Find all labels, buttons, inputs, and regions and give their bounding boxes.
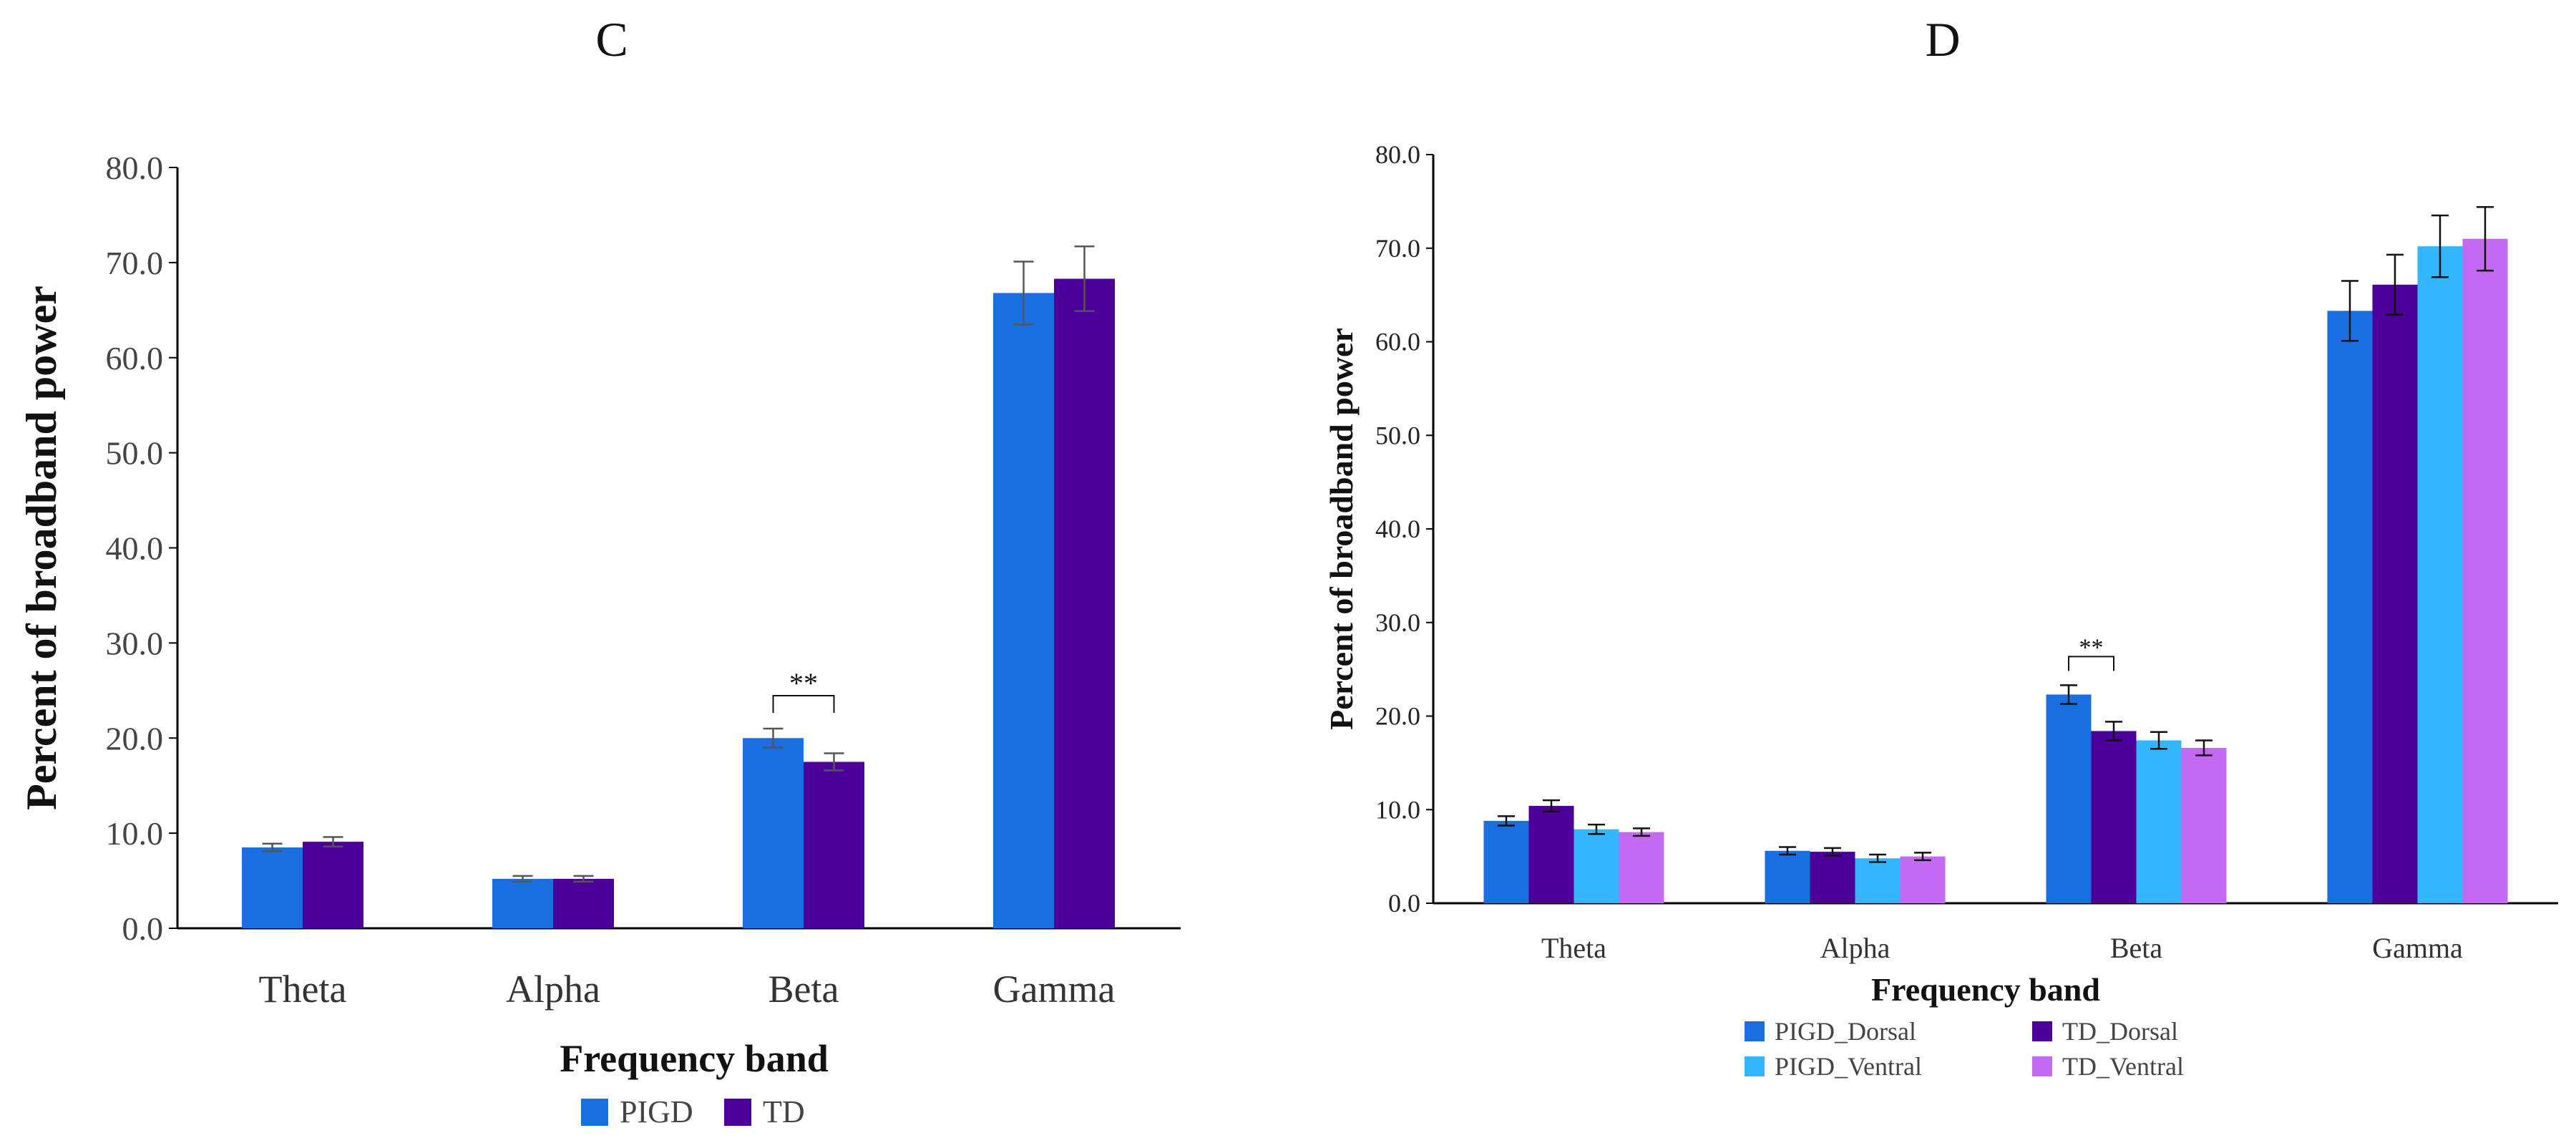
bar-pigd	[743, 738, 804, 928]
legend-swatch	[581, 1099, 608, 1126]
x-tick-label: Theta	[259, 968, 347, 1011]
legend-swatch	[2032, 1021, 2052, 1041]
bar-pigd-dorsal	[2327, 311, 2373, 903]
panel-c: C 0.0 10.0 20.0 30.0 40.0 50.0 60.0 70.0 80.0 Perc…	[18, 12, 1181, 1129]
bar-pigd-dorsal	[1765, 850, 1810, 903]
bar-pigd	[242, 847, 303, 928]
legend-label: PIGD	[620, 1094, 693, 1129]
x-tick-label: Alpha	[506, 968, 600, 1011]
y-tick-label: 40.0	[1375, 515, 1420, 543]
bar-td-dorsal	[1810, 852, 1855, 903]
legend-label: PIGD_Ventral	[1775, 1052, 1922, 1081]
y-tick-label: 80.0	[106, 150, 164, 186]
bar-pigd-ventral	[1855, 858, 1901, 903]
y-tick-label: 20.0	[106, 720, 164, 757]
bar-pigd	[492, 878, 553, 928]
x-axis-label: Frequency band	[1871, 971, 2100, 1008]
bar-td	[553, 878, 614, 928]
significance-marker: **	[789, 667, 818, 699]
legend-swatch	[724, 1099, 751, 1126]
y-tick-label: 80.0	[1375, 140, 1420, 169]
legend-swatch	[2032, 1056, 2052, 1076]
x-tick-label: Beta	[2110, 932, 2163, 964]
y-axis-label: Percent of broadband power	[18, 286, 65, 810]
bar-td	[804, 762, 864, 928]
y-tick-label: 70.0	[106, 245, 164, 281]
significance-marker: **	[2079, 634, 2104, 661]
x-tick-label: Beta	[769, 968, 839, 1011]
y-tick-label: 10.0	[106, 815, 164, 852]
bar-td-ventral	[2462, 238, 2508, 903]
bar-td	[303, 842, 364, 928]
bar-td	[1054, 278, 1115, 928]
y-tick-label: 50.0	[1375, 421, 1420, 449]
x-axis-label: Frequency band	[560, 1037, 829, 1080]
legend-label: TD_Dorsal	[2062, 1017, 2178, 1046]
y-tick-label: 30.0	[1375, 608, 1420, 637]
significance-bracket	[2068, 656, 2114, 671]
bar-td-dorsal	[1528, 806, 1574, 903]
panel-d: D 0.0 10.0 20.0 30.0 40.0 50.0 60.0 70.0 80.0 Perc…	[1323, 12, 2558, 1081]
bar-td-ventral	[1900, 856, 1946, 903]
bar-td-dorsal	[2372, 284, 2418, 903]
legend-swatch	[1745, 1056, 1765, 1076]
x-tick-label: Theta	[1541, 932, 1606, 964]
x-tick-label: Gamma	[993, 968, 1116, 1011]
legend-label: PIGD_Dorsal	[1775, 1017, 1916, 1046]
x-tick-label: Alpha	[1820, 932, 1890, 964]
bar-pigd-dorsal	[1483, 820, 1529, 903]
y-tick-label: 60.0	[1375, 328, 1420, 356]
legend-label: TD	[763, 1094, 805, 1129]
y-tick-label: 70.0	[1375, 234, 1420, 263]
bar-pigd-ventral	[2136, 740, 2182, 903]
y-tick-label: 0.0	[1388, 889, 1420, 918]
bar-pigd	[993, 293, 1054, 928]
bar-pigd-dorsal	[2046, 694, 2092, 903]
bar-td-ventral	[1619, 832, 1664, 903]
bar-pigd-ventral	[1574, 829, 1619, 903]
y-tick-label: 50.0	[106, 435, 164, 472]
bar-td-ventral	[2181, 747, 2227, 903]
legend-label: TD_Ventral	[2062, 1052, 2184, 1081]
y-tick-label: 60.0	[106, 340, 164, 376]
bar-td-dorsal	[2091, 731, 2137, 903]
y-tick-label: 0.0	[122, 910, 164, 947]
legend-swatch	[1745, 1021, 1765, 1041]
y-tick-label: 10.0	[1375, 795, 1420, 824]
y-tick-label: 30.0	[106, 625, 164, 661]
panel-letter: D	[1925, 12, 1960, 67]
y-tick-label: 20.0	[1375, 702, 1420, 731]
bar-pigd-ventral	[2417, 246, 2463, 903]
x-tick-label: Gamma	[2372, 932, 2463, 964]
y-tick-label: 40.0	[106, 530, 164, 567]
y-axis-label: Percent of broadband power	[1323, 328, 1360, 730]
significance-bracket	[772, 694, 835, 713]
panel-letter: C	[595, 12, 628, 67]
